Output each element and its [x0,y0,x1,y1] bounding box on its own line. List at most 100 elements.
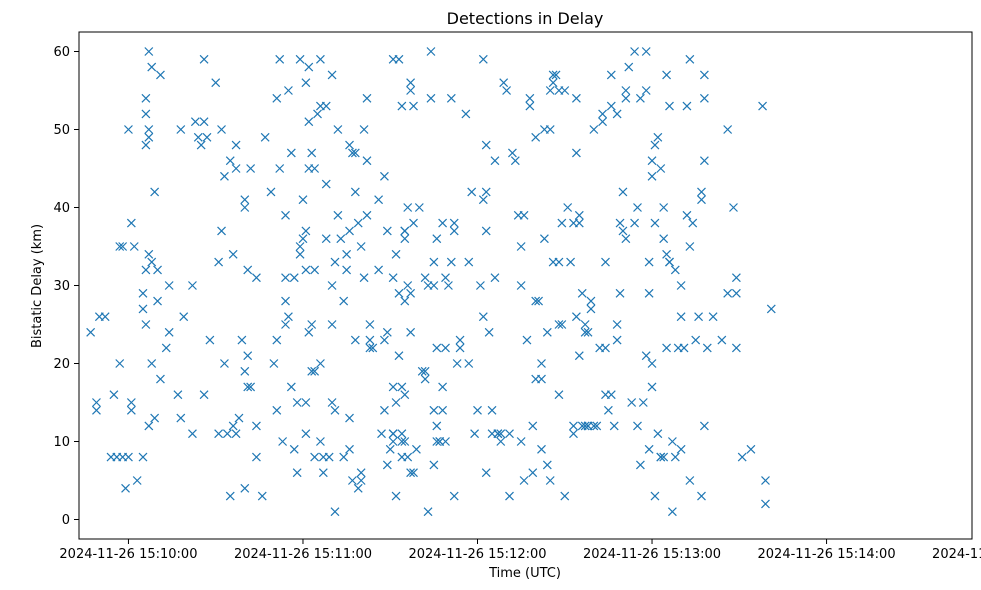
data-point [391,249,401,259]
data-point [548,78,558,88]
data-point [571,148,581,158]
data-point [682,210,692,220]
data-point [688,218,698,228]
data-point [220,171,229,181]
data-point [115,242,125,251]
data-point [455,335,465,345]
data-point [292,398,302,407]
data-point [199,54,209,64]
data-point [252,273,261,283]
data-point [560,491,570,501]
data-point [400,234,410,244]
y-tick-label: 20 [53,357,70,372]
data-point [161,343,171,353]
data-point [638,398,648,407]
data-point [138,288,148,298]
data-point [356,476,366,485]
data-point [365,320,375,329]
data-point [548,70,558,80]
data-point [534,296,544,306]
data-point [475,281,485,290]
data-point [339,296,349,306]
data-point [586,296,596,306]
data-point [464,359,474,368]
data-point [295,242,305,251]
data-point [214,257,224,267]
data-point [409,218,418,228]
data-point [699,93,709,103]
chart-title: Detections in Delay [447,9,604,28]
data-point [406,468,416,478]
data-point [286,148,296,158]
data-point [420,366,430,376]
data-point [353,483,363,493]
data-point [446,93,456,103]
data-point [327,281,337,290]
data-point [406,78,416,88]
data-point [100,312,110,322]
data-point [231,140,241,150]
data-point [697,195,706,205]
data-point [397,437,407,446]
data-point [761,499,770,509]
data-point [243,351,253,361]
data-point [316,359,325,368]
data-point [507,148,517,158]
data-point [301,78,311,88]
data-point [217,125,226,134]
data-point [580,421,590,431]
data-point [345,226,354,236]
data-point [313,109,322,119]
data-point [141,265,151,275]
data-point [179,312,189,322]
data-point [545,125,555,134]
data-point [144,47,154,56]
data-point [310,366,320,376]
data-point [397,429,407,439]
data-point [316,54,325,64]
data-point [365,343,375,353]
data-point [330,257,340,267]
data-point [304,117,314,127]
data-point [659,203,669,212]
data-point [252,452,261,462]
data-point [345,413,354,423]
data-point [144,421,154,431]
data-point [379,405,389,415]
x-tick-label: 2024-11-26 15:11:00 [234,547,372,562]
data-point [717,335,727,345]
data-point [545,86,555,95]
data-point [577,288,587,298]
data-point [388,429,398,439]
data-point [109,390,119,400]
data-point [295,249,305,259]
data-point [699,70,709,80]
data-point [557,218,567,228]
data-point [662,343,672,353]
data-point [731,273,741,283]
data-point [350,148,360,158]
data-point [731,288,741,298]
data-point [571,93,581,103]
data-point [403,281,413,290]
data-point [659,452,669,462]
data-point [144,125,154,134]
data-point [452,359,462,368]
data-point [574,218,584,228]
data-point [281,273,290,283]
data-point [621,86,631,95]
y-tick-label: 0 [62,513,70,528]
data-point [621,93,631,103]
data-point [606,70,616,80]
data-point [449,218,459,228]
data-point [144,132,154,142]
data-point [542,460,552,470]
data-point [525,93,535,103]
data-point [470,429,480,439]
data-point [374,265,384,275]
y-axis-ticks: 0 10 20 30 40 50 60 [53,45,79,528]
data-point [388,382,398,392]
data-point [400,390,410,400]
data-point [461,109,471,119]
data-point [667,507,677,517]
